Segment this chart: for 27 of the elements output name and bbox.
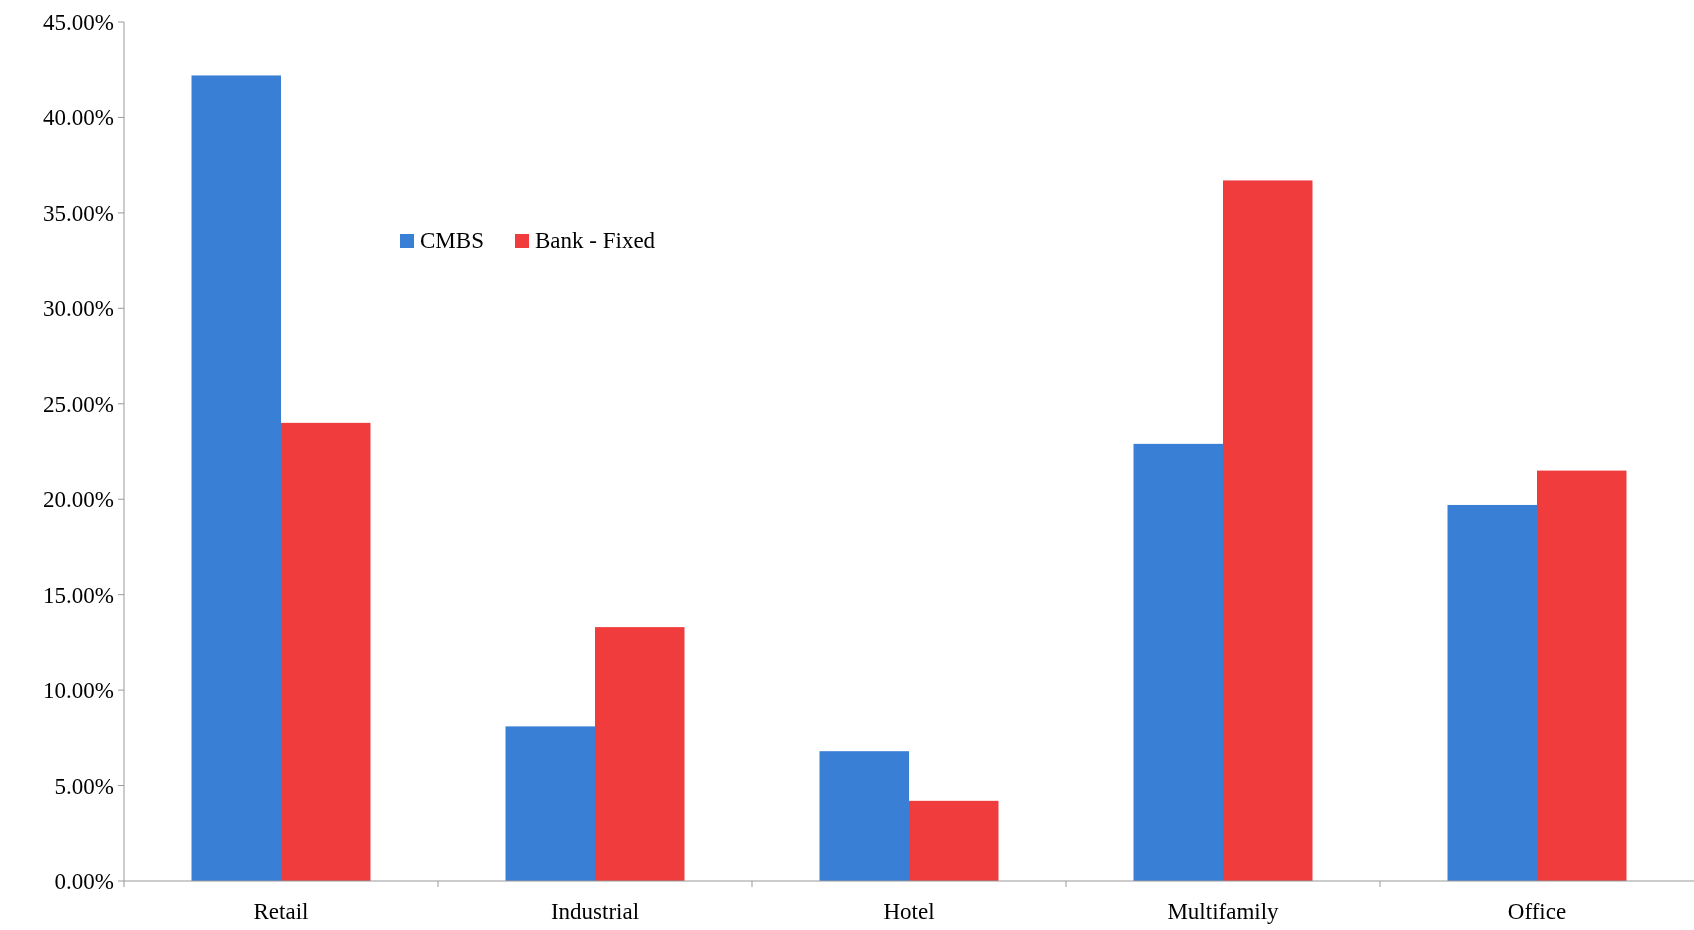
bar: [819, 751, 909, 881]
y-tick-label: 25.00%: [43, 391, 114, 417]
bar: [595, 627, 685, 881]
y-tick-label: 20.00%: [43, 487, 114, 513]
y-tick-label: 30.00%: [43, 296, 114, 322]
y-tick-label: 5.00%: [54, 773, 114, 799]
bar: [505, 726, 595, 881]
bar: [191, 75, 281, 881]
x-tick-label: Retail: [253, 899, 309, 924]
bar: [1223, 180, 1313, 881]
y-tick-label: 0.00%: [54, 869, 114, 895]
bar: [1447, 504, 1537, 881]
x-tick-label: Office: [1507, 899, 1567, 924]
bar: [909, 800, 999, 881]
y-tick-label: 35.00%: [43, 200, 114, 226]
legend-label: CMBS: [420, 228, 484, 253]
bar: [1537, 470, 1627, 881]
y-tick-label: 45.00%: [43, 10, 114, 36]
bar: [1133, 443, 1223, 881]
bar: [281, 422, 371, 881]
y-tick-label: 15.00%: [43, 582, 114, 608]
x-tick-label: Industrial: [550, 899, 640, 924]
legend-label: Bank - Fixed: [535, 228, 656, 253]
y-tick-label: 40.00%: [43, 105, 114, 131]
x-tick-label: Multifamily: [1167, 899, 1280, 924]
y-tick-label: 10.00%: [43, 678, 114, 704]
x-tick-label: Hotel: [883, 899, 935, 924]
